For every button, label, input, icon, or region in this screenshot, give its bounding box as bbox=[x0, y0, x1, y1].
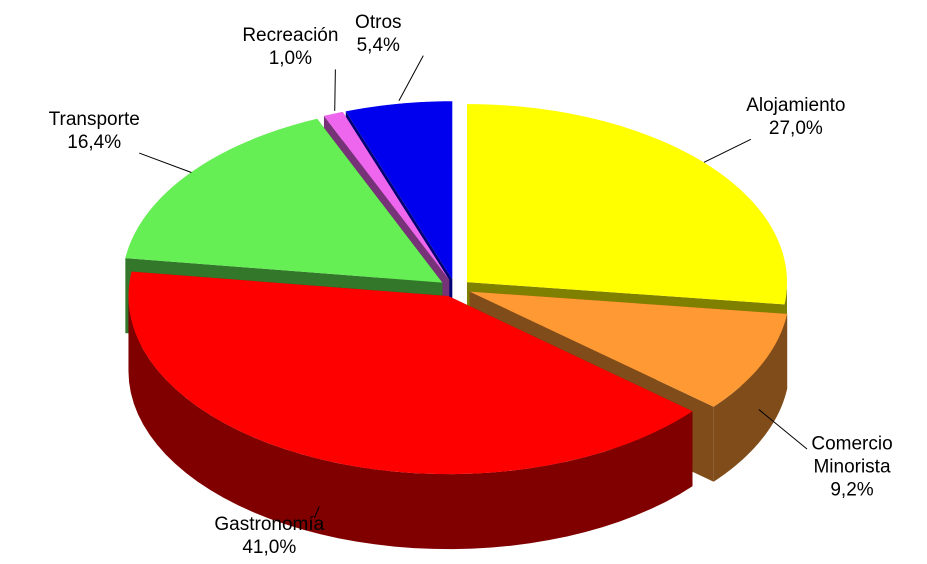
leader-line bbox=[139, 152, 192, 173]
category-label: Recreación bbox=[242, 25, 339, 47]
category-label: Alojamiento bbox=[746, 95, 846, 117]
value-label: 27,0% bbox=[768, 118, 823, 140]
value-label: 1,0% bbox=[268, 48, 313, 70]
data-label: Otros 5,4% bbox=[355, 11, 401, 57]
leader-line bbox=[398, 55, 424, 101]
category-label: Comercio Minorista bbox=[811, 433, 893, 478]
slice-wall bbox=[713, 313, 788, 482]
value-label: 9,2% bbox=[830, 479, 874, 501]
slice-group bbox=[128, 271, 693, 550]
leader-line bbox=[703, 138, 752, 163]
slice bbox=[345, 101, 453, 280]
data-label: Gastronomía 41,0% bbox=[214, 513, 324, 559]
data-label: Comercio Minorista 9,2% bbox=[811, 432, 892, 501]
value-label: 5,4% bbox=[356, 34, 400, 56]
data-label: Alojamiento 27,0% bbox=[746, 94, 845, 140]
value-label: 41,0% bbox=[242, 537, 297, 558]
category-label: Gastronomía bbox=[214, 514, 325, 535]
category-label: Transporte bbox=[48, 109, 140, 131]
slice bbox=[469, 291, 788, 407]
slice bbox=[323, 111, 450, 280]
leader-line bbox=[334, 69, 336, 111]
slice bbox=[125, 118, 443, 283]
value-label: 16,4% bbox=[67, 132, 122, 154]
data-label: Recreación 1,0% bbox=[242, 24, 338, 70]
data-label: Transporte 16,4% bbox=[49, 108, 140, 154]
slice bbox=[128, 271, 693, 475]
category-label: Otros bbox=[355, 11, 402, 33]
leader-line bbox=[313, 506, 320, 519]
slice bbox=[467, 104, 787, 305]
slice-wall bbox=[128, 296, 693, 550]
leader-line bbox=[758, 409, 808, 450]
